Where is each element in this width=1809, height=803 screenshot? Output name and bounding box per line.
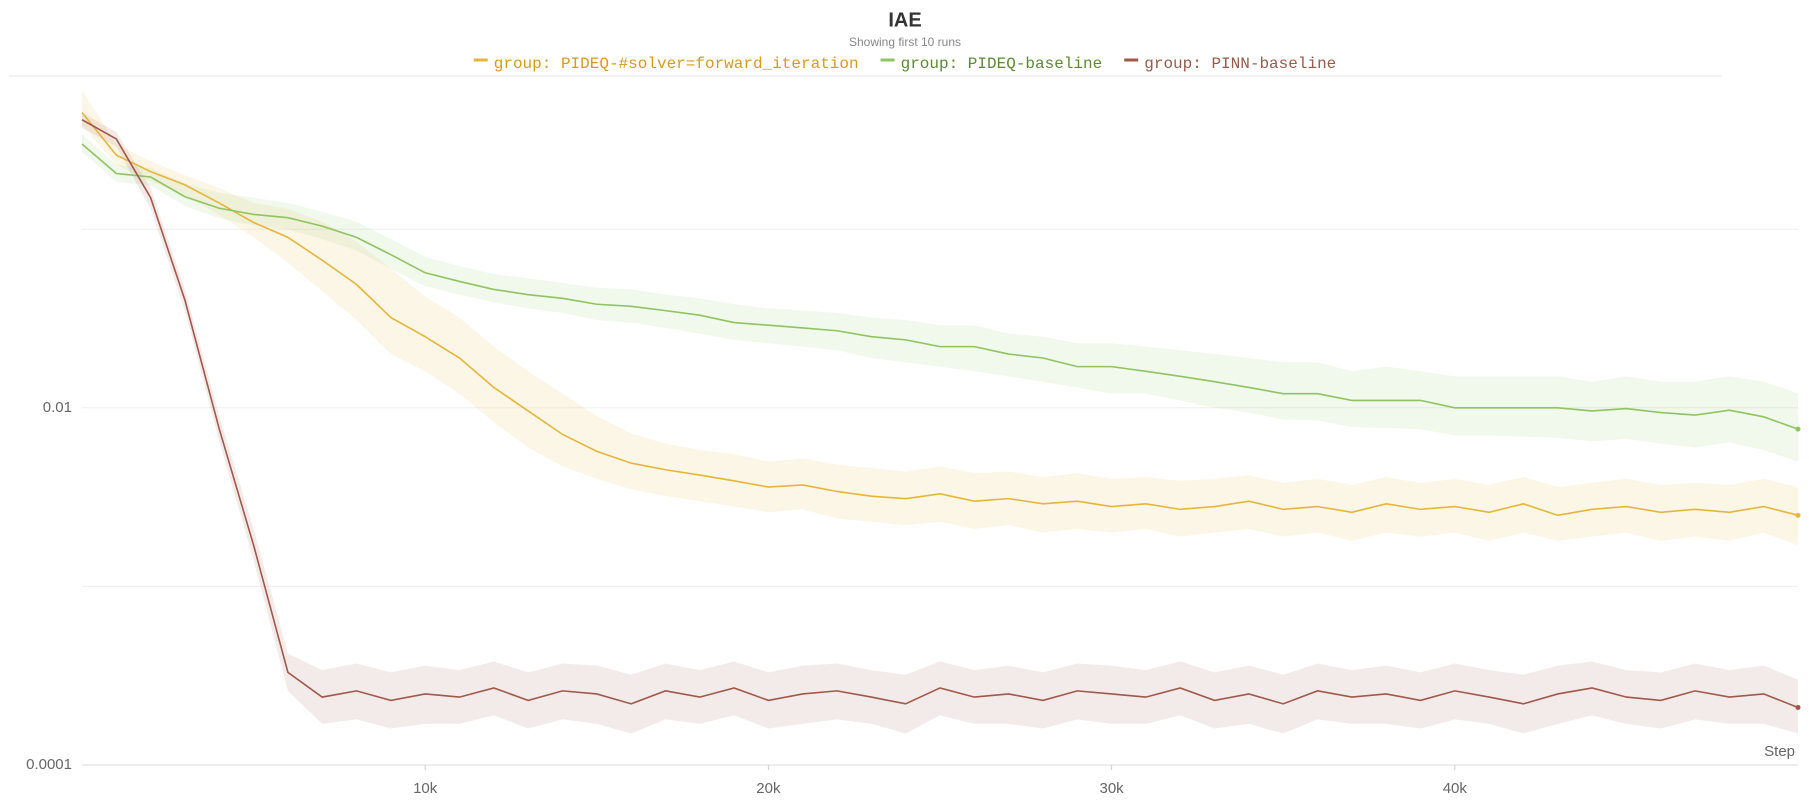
confidence-band [82, 90, 1798, 546]
x-tick-label: 20k [756, 780, 781, 797]
chart-title: IAE [888, 9, 921, 31]
confidence-band [82, 134, 1798, 462]
legend: group: PIDEQ-#solver=forward_iteration gr… [473, 55, 1336, 73]
y-tick-label: 0.01 [43, 399, 72, 416]
end-point [1795, 512, 1801, 518]
end-point [1795, 426, 1801, 432]
series-line [81, 119, 1799, 709]
series-line [81, 143, 1799, 430]
x-tick-label: 10k [413, 780, 438, 797]
legend-label: group: PIDEQ-#solver=forward_iteration [494, 55, 859, 73]
legend-label: group: PINN-baseline [1144, 55, 1336, 73]
x-tick-label: 40k [1443, 780, 1468, 797]
end-point [1795, 704, 1801, 710]
x-axis-label: Step [1764, 743, 1795, 760]
chart-subtitle: Showing first 10 runs [849, 35, 961, 49]
y-tick-label: 0.0001 [26, 756, 72, 773]
x-tick-label: 30k [1100, 780, 1125, 797]
series-line [81, 112, 1799, 517]
confidence-band [82, 112, 1798, 734]
legend-label: group: PIDEQ-baseline [901, 55, 1103, 73]
